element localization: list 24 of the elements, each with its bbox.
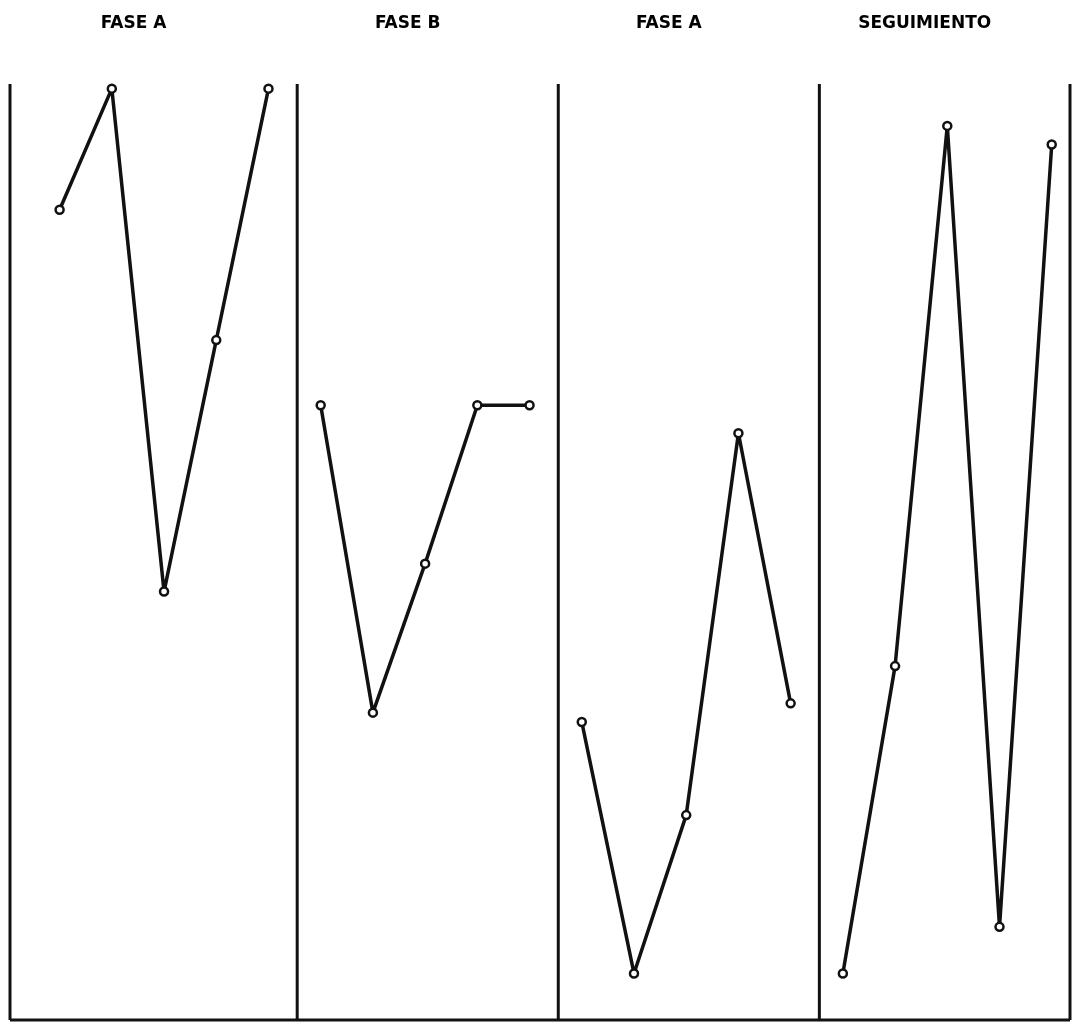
- point: [785, 698, 796, 709]
- text: FASE A: [100, 12, 168, 32]
- point: [472, 400, 483, 411]
- text: FASE A: [635, 12, 703, 32]
- text: SEGUIMIENTO: [858, 12, 992, 32]
- point: [367, 707, 379, 718]
- point: [733, 428, 744, 439]
- point: [158, 586, 170, 597]
- point: [524, 400, 535, 411]
- point: [211, 334, 222, 346]
- point: [837, 968, 849, 979]
- point: [942, 120, 953, 132]
- point: [263, 83, 274, 94]
- text: FASE B: [374, 12, 441, 32]
- point: [54, 204, 65, 215]
- point: [106, 83, 118, 94]
- point: [628, 968, 640, 979]
- point: [994, 921, 1005, 933]
- point: [419, 558, 431, 569]
- point: [889, 660, 901, 672]
- point: [680, 809, 692, 821]
- point: [315, 400, 326, 411]
- point: [1046, 139, 1057, 150]
- point: [576, 716, 588, 728]
